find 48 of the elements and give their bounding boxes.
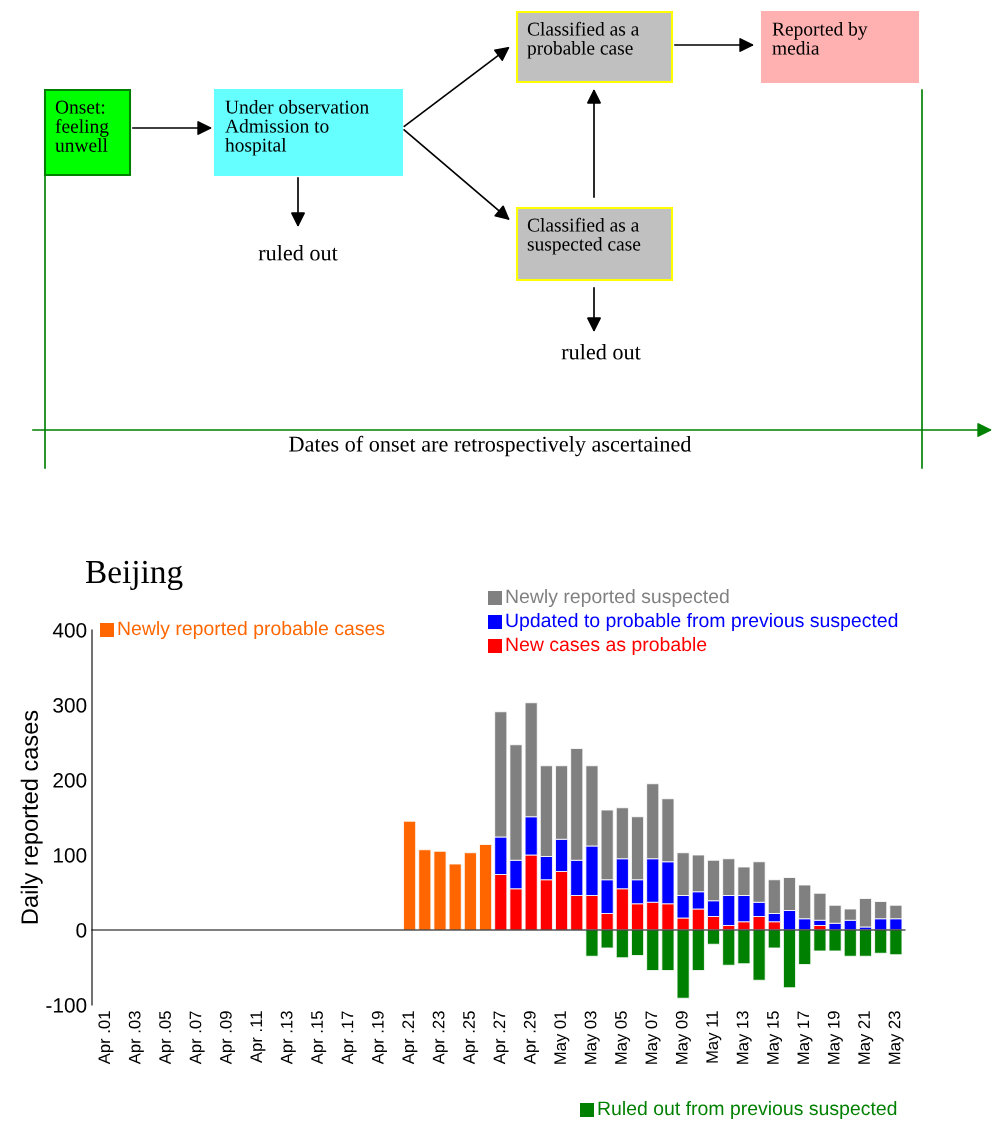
text: ruled out [561,343,641,360]
y-tick-label: -100 [46,998,87,1013]
x-tick-label: Apr .01 [98,1011,114,1065]
text: Reported by media [772,22,868,55]
x-tick-label: May 23 [888,1011,904,1064]
x-tick-label: Apr .09 [219,1011,236,1065]
x-tick-label: Apr .19 [371,1011,387,1065]
text: Onset: feeling unwell [55,100,109,152]
x-tick-label: Apr .27 [493,1011,509,1065]
text: Classified as a suspected case [527,217,641,255]
legend-label: Ruled out from previous suspected [598,1100,897,1120]
x-tick-label: May 11 [706,1011,722,1063]
x-tick-label: Apr .13 [280,1011,296,1065]
x-tick-label: May 21 [858,1011,874,1064]
y-tick-label: 400 [52,623,87,638]
y-tick-label: 100 [53,848,87,863]
x-tick-label: Apr .07 [189,1011,205,1065]
x-tick-label: May 01 [554,1011,570,1064]
x-tick-label: May 17 [797,1011,813,1064]
x-tick-label: Apr .03 [128,1011,144,1065]
x-tick-label: Apr .05 [159,1011,175,1065]
x-tick-label: Apr .15 [311,1011,327,1065]
text: Dates of onset are retrospectively ascertained [289,435,692,457]
chart-title: Beijing [85,560,183,591]
x-tick-label: May 15 [767,1011,783,1064]
y-axis-title: Daily reported cases [20,710,43,924]
y-tick-label: 0 [76,923,87,938]
x-tick-label: Apr .21 [402,1011,418,1065]
x-tick-label: Apr .23 [432,1011,448,1065]
x-tick-label: Apr .11 [250,1011,266,1064]
text: Under observation Admission to hospital [225,100,369,156]
legend-label: Newly reported probable cases [118,620,385,640]
legend-label: Updated to probable from previous suspected [506,612,898,632]
x-tick-label: May 19 [827,1011,843,1064]
x-tick-label: May 07 [645,1011,661,1064]
x-tick-label: May 13 [736,1011,752,1064]
legend-label: Newly reported suspected [506,588,729,608]
y-tick-label: 300 [53,698,87,713]
text: Classified as a probable case [527,21,640,59]
x-tick-label: May 05 [615,1011,631,1064]
x-tick-label: May 03 [584,1011,600,1064]
legend-label: New cases as probable [506,636,707,656]
x-tick-label: Apr .25 [463,1011,479,1065]
x-tick-label: May 09 [675,1011,691,1064]
x-tick-label: Apr .17 [341,1011,357,1065]
x-tick-label: Apr .29 [523,1011,539,1065]
text: ruled out [258,244,338,261]
y-tick-label: 200 [53,773,87,788]
